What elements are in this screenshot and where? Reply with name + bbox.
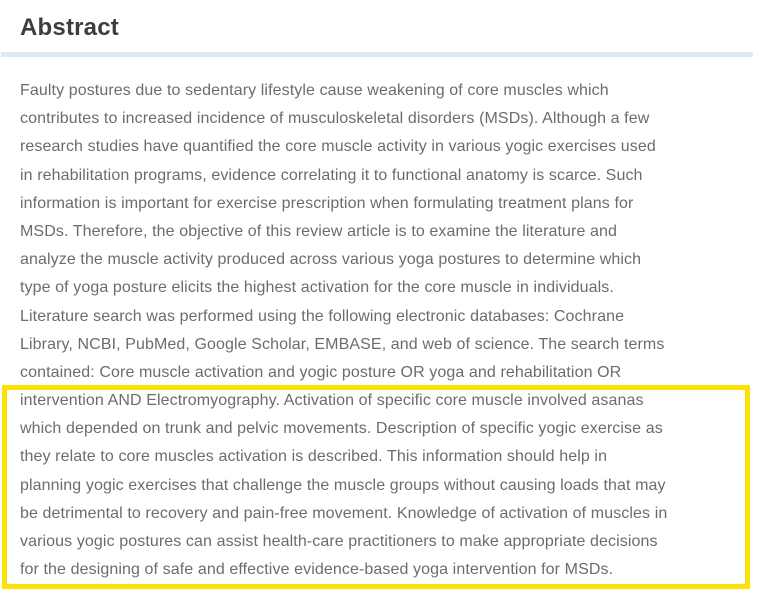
abstract-line: various yogic postures can assist health… xyxy=(20,533,658,550)
abstract-line: for the designing of safe and effective … xyxy=(20,561,614,579)
section-divider xyxy=(1,52,753,57)
abstract-line: intervention AND Electromyography. Activ… xyxy=(20,392,644,410)
abstract-line: MSDs. Therefore, the objective of this r… xyxy=(20,222,618,240)
abstract-line: which depended on trunk and pelvic movem… xyxy=(20,420,663,438)
abstract-line: analyze the muscle activity produced acr… xyxy=(20,251,642,269)
abstract-line: contained: Core muscle activation and yo… xyxy=(20,363,622,381)
abstract-line: Library, NCBI, PubMed, Google Scholar, E… xyxy=(20,335,665,353)
abstract-line: Faulty postures due to sedentary lifesty… xyxy=(20,82,609,99)
abstract-line: research studies have quantified the cor… xyxy=(20,138,656,156)
abstract-text: Faulty postures due to sedentary lifesty… xyxy=(20,77,732,584)
abstract-heading: Abstract xyxy=(20,14,119,41)
abstract-line: be detrimental to recovery and pain-free… xyxy=(20,504,668,522)
abstract-line: planning yogic exercises that challenge … xyxy=(20,476,666,494)
abstract-line: in rehabilitation programs, evidence cor… xyxy=(20,166,643,184)
abstract-line: information is important for exercise pr… xyxy=(20,194,634,212)
abstract-line: they relate to core muscles activation i… xyxy=(20,448,608,466)
abstract-line: contributes to increased incidence of mu… xyxy=(20,110,650,128)
abstract-line: Literature search was performed using th… xyxy=(20,307,625,325)
abstract-line: type of yoga posture elicits the highest… xyxy=(20,279,614,297)
